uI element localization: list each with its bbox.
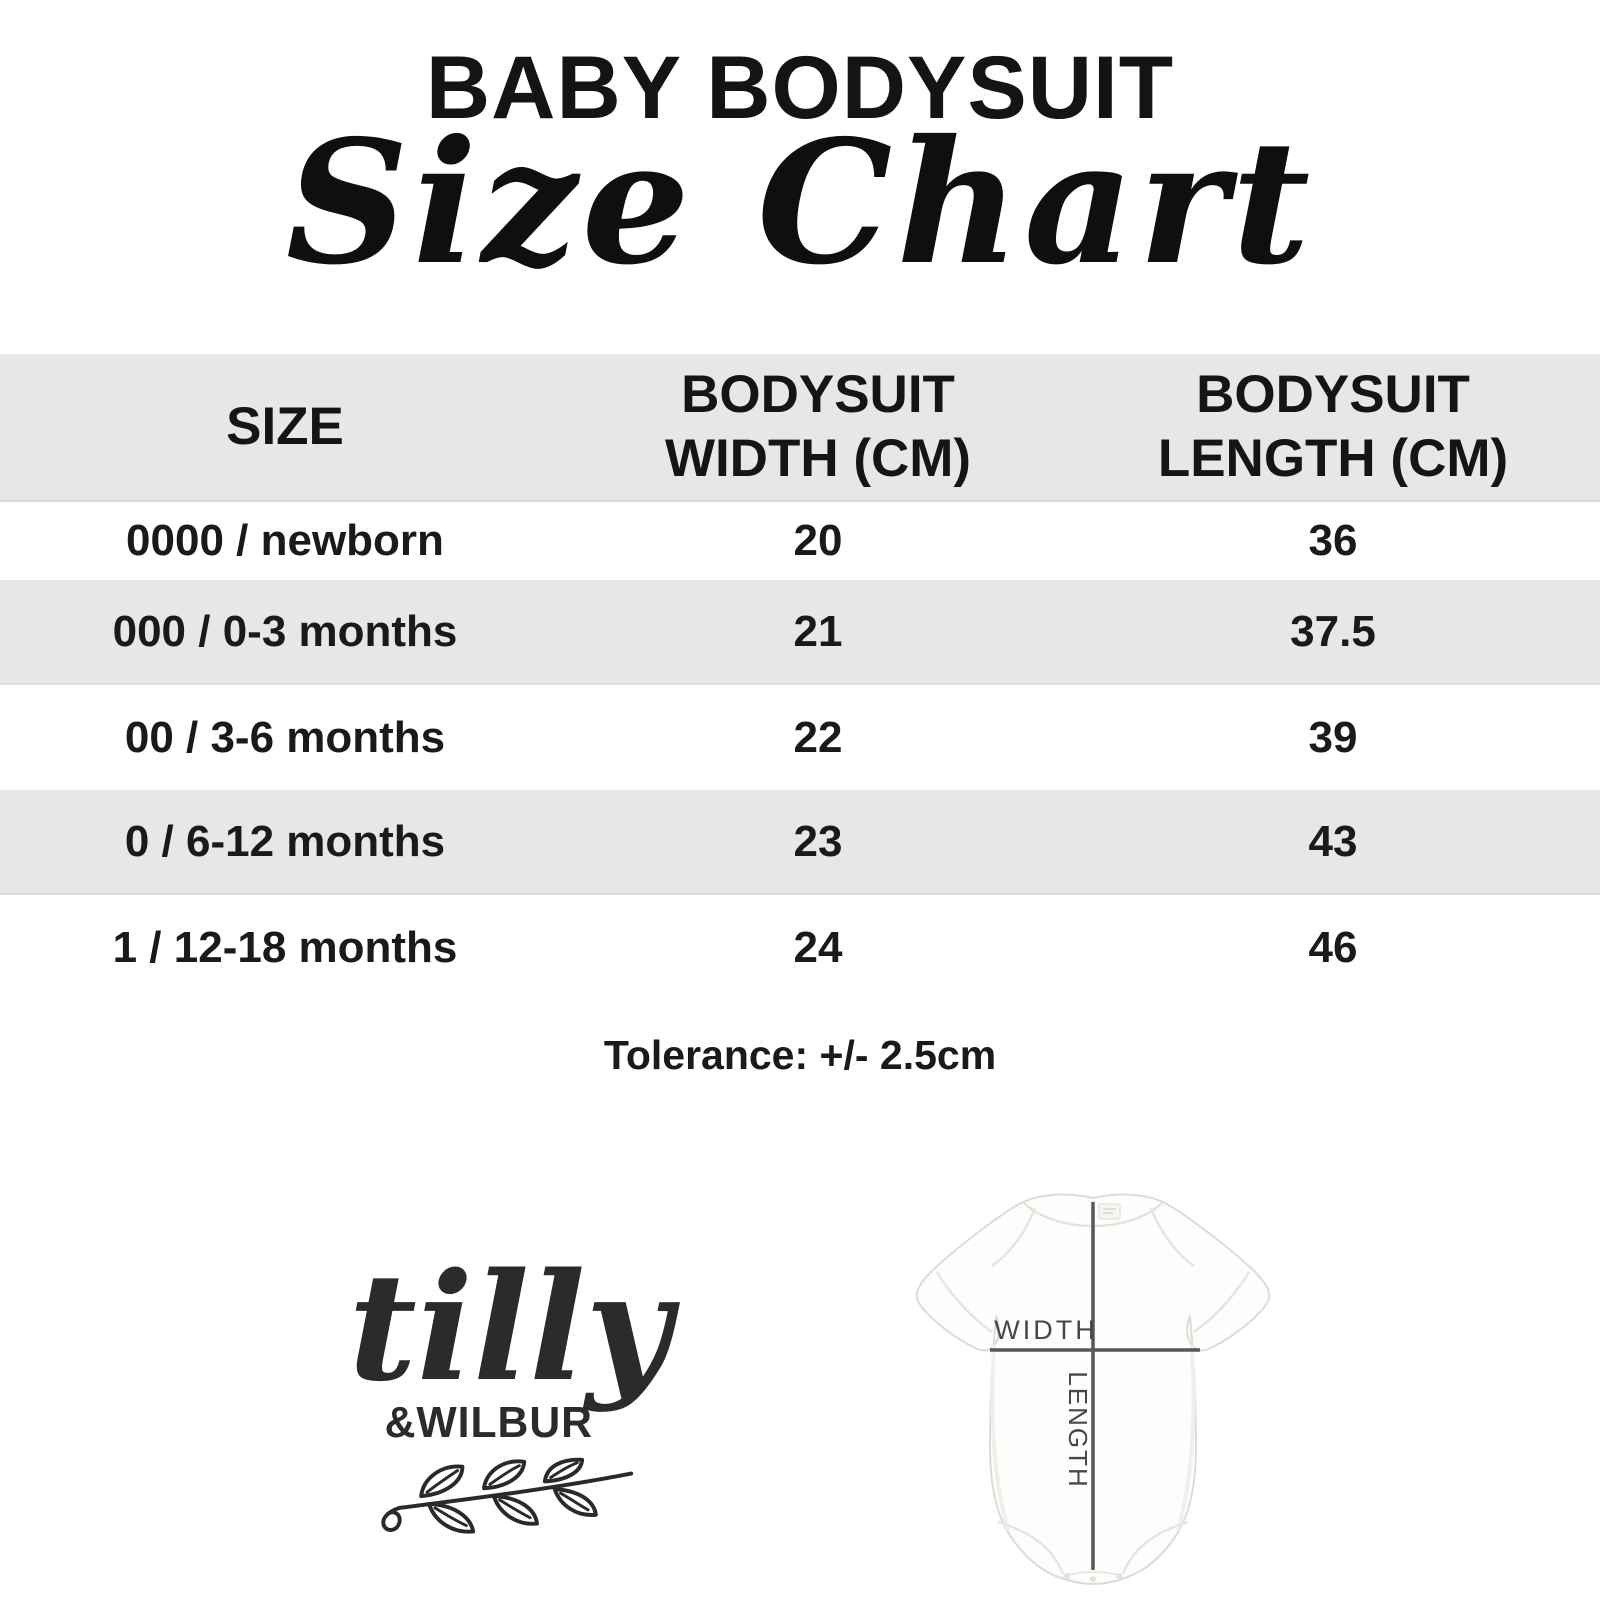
cell-width: 21 <box>793 606 843 656</box>
cell-width: 20 <box>793 516 843 565</box>
cell-width: 22 <box>793 712 843 762</box>
table-header-row: SIZE BODYSUIT WIDTH (CM) BODYSUIT LENGTH… <box>0 354 1600 502</box>
width-label: WIDTH <box>994 1315 1097 1345</box>
brand-logo: tilly &WILBUR <box>340 1252 680 1553</box>
table-row: 00 / 3-6 months 22 39 <box>0 685 1600 790</box>
laurel-branch-icon <box>340 1456 680 1553</box>
page-subtitle: Size Chart <box>285 103 1315 303</box>
cell-size: 000 / 0-3 months <box>112 606 458 656</box>
size-chart-table: SIZE BODYSUIT WIDTH (CM) BODYSUIT LENGTH… <box>0 354 1600 1000</box>
column-header-width-label: BODYSUIT WIDTH (CM) <box>664 365 972 488</box>
neck-tag <box>1098 1203 1121 1220</box>
table-row: 000 / 0-3 months 21 37.5 <box>0 580 1600 685</box>
cell-length: 46 <box>1308 922 1358 972</box>
column-header-width: BODYSUIT WIDTH (CM) <box>570 354 1066 500</box>
column-header-size: SIZE <box>0 354 570 500</box>
cell-width: 24 <box>793 922 843 972</box>
cell-length: 43 <box>1308 816 1358 866</box>
bodysuit-measurement-diagram: WIDTH LENGTH <box>895 1140 1290 1600</box>
table-row: 0 / 6-12 months 23 43 <box>0 790 1600 895</box>
tolerance-note: Tolerance: +/- 2.5cm <box>603 1032 997 1078</box>
cell-width: 23 <box>793 816 843 866</box>
cell-length: 39 <box>1308 712 1358 762</box>
cell-size: 0 / 6-12 months <box>124 816 446 866</box>
cell-size: 1 / 12-18 months <box>112 922 458 972</box>
column-header-length: BODYSUIT LENGTH (CM) <box>1066 354 1600 500</box>
brand-name-script: tilly <box>348 1240 672 1414</box>
page-title: BABY BODYSUIT <box>425 37 1175 137</box>
column-header-size-label: SIZE <box>226 397 344 457</box>
table-row: 0000 / newborn 20 36 <box>0 502 1600 580</box>
measurement-lines <box>990 1202 1200 1570</box>
cell-length: 36 <box>1308 516 1358 565</box>
cell-length: 37.5 <box>1290 606 1376 656</box>
length-label: LENGTH <box>1063 1371 1093 1488</box>
brand-name-caps: &WILBUR <box>384 1398 593 1447</box>
table-row: 1 / 12-18 months 24 46 <box>0 895 1600 1000</box>
cell-size: 00 / 3-6 months <box>124 712 446 762</box>
cell-size: 0000 / newborn <box>126 516 444 565</box>
column-header-length-label: BODYSUIT LENGTH (CM) <box>1157 365 1509 488</box>
